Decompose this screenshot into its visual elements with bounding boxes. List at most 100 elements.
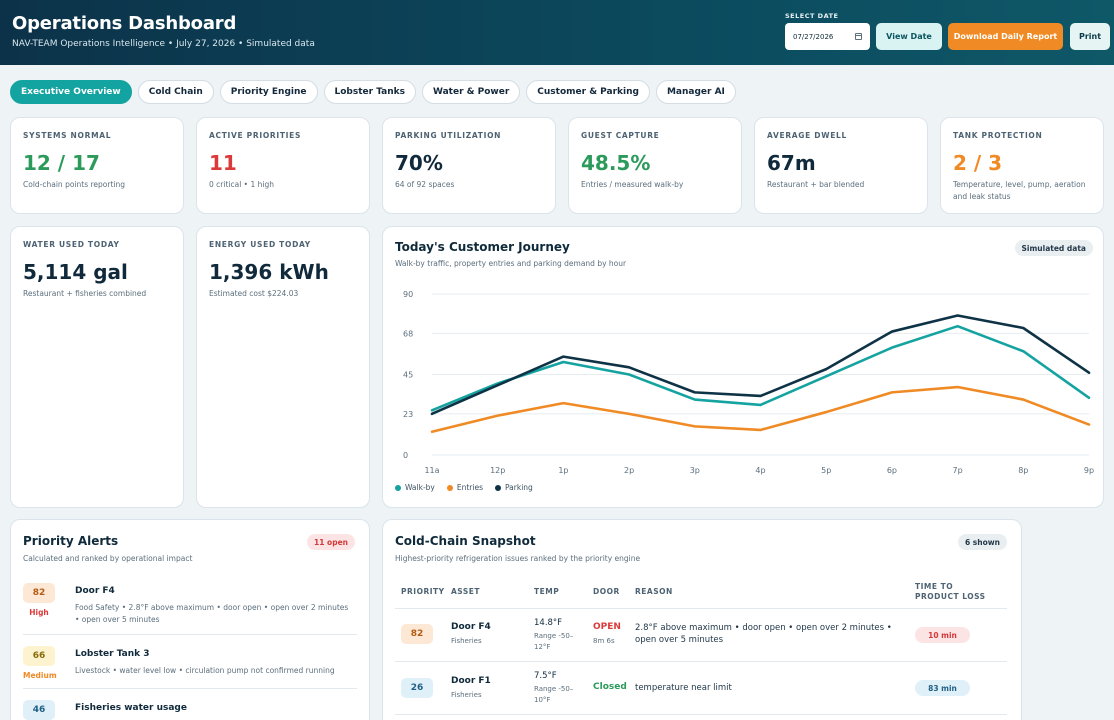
x-tick-label: 4p — [755, 466, 765, 475]
tab-bar: Executive Overview Cold Chain Priority E… — [10, 80, 736, 104]
kpi-label: AVERAGE DWELL — [767, 131, 847, 140]
kpi-label: ACTIVE PRIORITIES — [209, 131, 302, 140]
cold-chain-subtitle: Highest-priority refrigeration issues ra… — [395, 554, 641, 563]
kpi-sub: Cold-chain points reporting — [23, 180, 125, 189]
kpi-average-dwell: AVERAGE DWELL 67m Restaurant + bar blend… — [754, 117, 928, 214]
y-tick-label: 45 — [403, 371, 413, 380]
legend-swatch — [495, 484, 501, 491]
column-header-asset[interactable]: ASSET — [451, 587, 481, 596]
column-header-priority[interactable]: PRIORITY — [401, 587, 445, 596]
print-button[interactable]: Print — [1070, 23, 1110, 50]
cold-chain-snapshot-card: Cold-Chain Snapshot Highest-priority ref… — [382, 519, 1022, 720]
legend-swatch — [446, 484, 453, 491]
series-line-walk-by — [430, 324, 1091, 412]
customer-journey-card: Today's Customer Journey Walk-by traffic… — [382, 226, 1104, 508]
temp-value: 14.8°F — [534, 618, 563, 628]
kpi-label: PARKING UTILIZATION — [395, 131, 502, 140]
tab-manager-ai[interactable]: Manager AI — [655, 80, 736, 104]
date-input[interactable]: 07/27/2026 — [785, 23, 870, 50]
column-header-time-to-loss[interactable]: TIME TO PRODUCT LOSS — [915, 582, 986, 601]
tab-cold-chain[interactable]: Cold Chain — [137, 80, 214, 104]
open-count-badge: 11 open — [307, 534, 355, 550]
kpi-tank-protection: TANK PROTECTION 2 / 3 Temperature, level… — [940, 117, 1104, 214]
x-tick-label: 7p — [953, 466, 963, 475]
series-line-entries — [430, 385, 1091, 434]
priority-alerts-title: Priority Alerts — [23, 534, 119, 548]
y-tick-label: 23 — [403, 410, 413, 419]
temp-value: 7.5°F — [534, 671, 557, 681]
reason-text: 2.8°F above maximum • door open • open o… — [635, 623, 892, 645]
series-line-parking — [430, 314, 1091, 416]
x-tick-label: 3p — [690, 466, 700, 475]
asset-location: Fisheries — [451, 691, 482, 699]
kpi-sub: Estimated cost $224.03 — [209, 289, 299, 298]
kpi-label: TANK PROTECTION — [953, 131, 1043, 140]
table-row[interactable]: 26 Door F1 Fisheries 7.5°F Range -50–10°… — [395, 662, 1007, 715]
y-tick-label: 68 — [403, 329, 413, 338]
page-subtitle: NAV-TEAM Operations Intelligence • July … — [12, 39, 315, 49]
tab-customer-parking[interactable]: Customer & Parking — [526, 80, 650, 104]
calendar-icon[interactable] — [855, 33, 862, 40]
kpi-value: 48.5% — [581, 151, 651, 175]
view-date-button[interactable]: View Date — [876, 23, 942, 50]
kpi-value: 2 / 3 — [953, 151, 1003, 175]
legend-item-walk-by[interactable]: Walk-by — [395, 483, 435, 492]
x-tick-label: 8p — [1018, 466, 1028, 475]
kpi-value: 1,396 kWh — [209, 260, 329, 284]
priority-badge: 82 — [401, 624, 433, 644]
kpi-sub: 64 of 92 spaces — [395, 180, 455, 189]
kpi-water-used: WATER USED TODAY 5,114 gal Restaurant + … — [10, 226, 184, 508]
tab-priority-engine[interactable]: Priority Engine — [219, 80, 318, 104]
table-row[interactable]: 82 Door F4 Fisheries 14.8°F Range -50–12… — [395, 609, 1007, 662]
legend-swatch — [395, 484, 401, 491]
kpi-sub: Restaurant + bar blended — [767, 180, 865, 189]
temp-range: Range -50–12°F — [534, 632, 574, 651]
alert-severity: High — [29, 608, 49, 617]
temp-range: Range -50–10°F — [534, 685, 574, 704]
divider — [23, 634, 357, 635]
chart-legend: Walk-by Entries Parking — [395, 483, 533, 492]
x-tick-label: 1p — [558, 466, 568, 475]
x-tick-label: 9p — [1084, 466, 1094, 475]
asset-name: Door F1 — [451, 676, 491, 686]
app-header: Operations Dashboard NAV-TEAM Operations… — [0, 0, 1114, 65]
kpi-guest-capture: GUEST CAPTURE 48.5% Entries / measured w… — [568, 117, 742, 214]
legend-label: Entries — [456, 483, 483, 492]
tab-water-power[interactable]: Water & Power — [422, 80, 521, 104]
time-to-loss-badge: 83 min — [915, 680, 970, 696]
tab-lobster-tanks[interactable]: Lobster Tanks — [323, 80, 416, 104]
kpi-systems-normal: SYSTEMS NORMAL 12 / 17 Cold-chain points… — [10, 117, 184, 214]
kpi-label: GUEST CAPTURE — [581, 131, 660, 140]
download-report-button[interactable]: Download Daily Report — [948, 23, 1063, 50]
kpi-label: WATER USED TODAY — [23, 240, 120, 249]
alert-name: Fisheries water usage — [75, 703, 187, 713]
alert-description: Food Safety • 2.8°F above maximum • door… — [75, 603, 349, 624]
customer-journey-chart: 0 23 45 68 90 11a 12p 1p 2p 3p 4p 5p 6p 7p 8p 9p — [403, 290, 1094, 475]
date-value: 07/27/2026 — [793, 32, 834, 41]
kpi-active-priorities: ACTIVE PRIORITIES 11 0 critical • 1 high — [196, 117, 370, 214]
alert-score: 82 — [23, 583, 55, 603]
tab-executive-overview[interactable]: Executive Overview — [10, 80, 132, 104]
time-to-loss-badge: 10 min — [915, 627, 970, 643]
kpi-value: 11 — [209, 151, 237, 175]
reason-text: temperature near limit — [635, 683, 732, 693]
kpi-sub: 0 critical • 1 high — [209, 180, 274, 189]
shown-count-badge: 6 shown — [957, 534, 1007, 550]
kpi-value: 5,114 gal — [23, 260, 128, 284]
column-header-temp[interactable]: TEMP — [534, 587, 560, 596]
kpi-sub: Entries / measured walk-by — [581, 180, 684, 189]
x-tick-label: 2p — [624, 466, 634, 475]
kpi-value: 12 / 17 — [23, 151, 100, 175]
asset-name: Door F4 — [451, 622, 491, 632]
alert-description: Livestock • water level low • circulatio… — [75, 666, 335, 675]
chart-title: Today's Customer Journey — [395, 240, 570, 254]
alert-severity: Medium — [23, 671, 57, 680]
asset-location: Fisheries — [451, 637, 482, 645]
kpi-label: SYSTEMS NORMAL — [23, 131, 112, 140]
legend-item-entries[interactable]: Entries — [446, 483, 483, 492]
legend-item-parking[interactable]: Parking — [495, 483, 533, 492]
column-header-door[interactable]: DOOR — [593, 587, 620, 596]
legend-label: Parking — [505, 483, 533, 492]
column-header-reason[interactable]: REASON — [635, 587, 673, 596]
door-open-duration: 8m 6s — [593, 637, 615, 645]
